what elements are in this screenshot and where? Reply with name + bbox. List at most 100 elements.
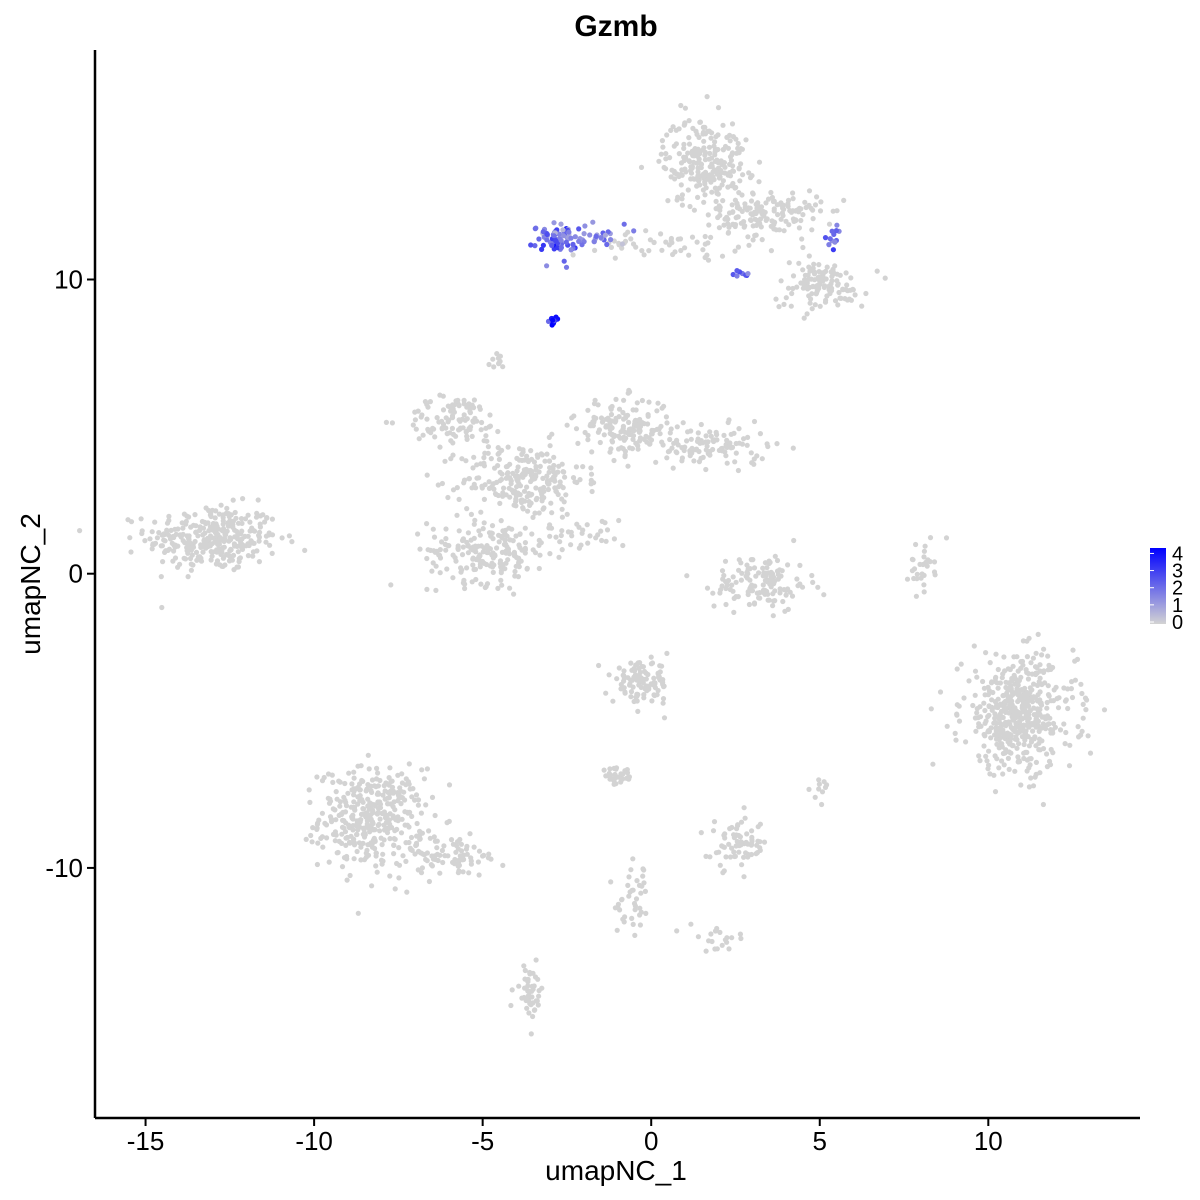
cell-point: [544, 231, 550, 238]
cell-point: [450, 575, 456, 581]
cell-point: [691, 458, 697, 464]
cell-point: [775, 212, 781, 218]
cell-point: [1007, 666, 1013, 673]
cell-point: [540, 506, 546, 512]
cell-point: [761, 213, 767, 219]
cell-point: [1026, 784, 1032, 790]
cell-point: [702, 233, 708, 240]
cell-point: [492, 491, 499, 497]
cell-point: [399, 771, 405, 777]
cell-point: [827, 236, 833, 242]
cell-point: [693, 446, 700, 452]
cell-point: [470, 547, 476, 553]
cell-point: [635, 443, 641, 449]
cell-point: [742, 815, 748, 821]
cell-point: [809, 227, 815, 233]
cell-point: [239, 520, 245, 527]
cell-point: [977, 758, 983, 764]
cell-point: [333, 817, 339, 823]
cell-point: [486, 485, 492, 491]
cell-point: [771, 198, 777, 204]
cell-point: [823, 276, 829, 282]
cell-point: [364, 847, 370, 853]
cell-point: [412, 417, 418, 423]
cell-point: [628, 236, 634, 242]
cell-point: [1022, 737, 1028, 743]
cell-point: [522, 525, 528, 531]
cell-point: [614, 676, 620, 682]
cell-point: [392, 886, 398, 892]
cell-point: [698, 421, 704, 428]
cell-point: [811, 261, 817, 267]
cell-point: [1034, 682, 1041, 689]
cell-point: [785, 562, 791, 568]
cell-point: [754, 205, 760, 211]
cell-point: [245, 553, 251, 559]
cell-point: [396, 862, 403, 868]
cell-point: [394, 826, 400, 833]
cell-point: [472, 543, 478, 549]
cell-point: [622, 690, 628, 696]
cell-point: [744, 562, 750, 568]
cell-point: [909, 568, 916, 574]
cell-point: [177, 561, 183, 567]
cell-point: [1008, 693, 1014, 700]
cell-point: [606, 672, 612, 678]
cell-point: [829, 273, 835, 280]
cell-point: [728, 157, 735, 163]
cell-point: [997, 720, 1004, 727]
cell-point: [154, 535, 160, 541]
cell-point: [434, 845, 440, 851]
cell-point: [526, 491, 532, 498]
cell-point: [641, 692, 647, 698]
cell-point: [992, 719, 998, 725]
cell-point: [711, 603, 717, 609]
cell-point: [490, 569, 496, 576]
cell-point: [471, 521, 477, 527]
cell-point: [527, 502, 533, 508]
cell-point: [1037, 747, 1043, 753]
cell-point: [729, 582, 735, 588]
cell-point: [691, 159, 697, 165]
cell-point: [874, 268, 880, 274]
cell-point: [741, 854, 747, 860]
cell-point: [544, 237, 550, 243]
cell-point: [800, 212, 806, 218]
cell-point: [549, 242, 555, 248]
cell-point: [440, 421, 447, 427]
cell-point: [739, 208, 745, 214]
cell-point: [790, 190, 796, 196]
cell-point: [737, 931, 744, 937]
cell-point: [327, 798, 334, 804]
cell-point: [626, 419, 632, 425]
cell-point: [379, 810, 385, 817]
cell-point: [615, 901, 622, 907]
cell-point: [450, 431, 456, 437]
cell-point: [643, 228, 649, 234]
cell-point: [476, 872, 482, 878]
cell-point: [802, 277, 808, 283]
cell-point: [612, 255, 618, 261]
cell-point: [465, 542, 471, 549]
cell-point: [510, 591, 517, 597]
cell-point: [731, 595, 737, 602]
cell-point: [729, 150, 736, 156]
cell-point: [471, 397, 477, 403]
cell-point: [476, 554, 482, 560]
cell-point: [816, 283, 822, 289]
cell-point: [264, 515, 270, 521]
cell-point: [656, 426, 662, 432]
cell-point: [256, 534, 262, 540]
cell-point: [609, 403, 615, 410]
cell-point: [1016, 741, 1022, 747]
cell-point: [461, 412, 467, 418]
cell-point: [516, 564, 522, 570]
cell-point: [443, 536, 449, 542]
cell-point: [355, 763, 361, 769]
cell-point: [248, 538, 254, 544]
cell-point: [649, 431, 655, 437]
cell-point: [972, 692, 978, 698]
cell-point: [628, 689, 635, 695]
cell-point: [703, 185, 709, 191]
cell-point: [521, 488, 528, 494]
